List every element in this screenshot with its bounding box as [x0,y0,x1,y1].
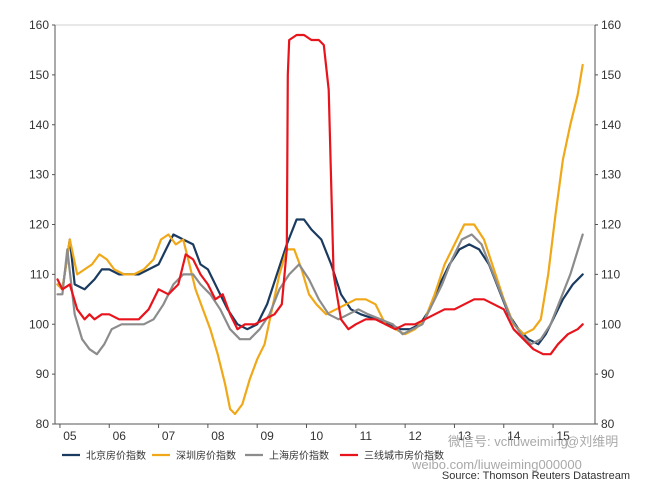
y-tick-label-left: 80 [36,417,50,431]
legend-label-0: 北京房价指数 [86,449,146,462]
y-tick-label-left: 110 [30,267,49,281]
y-tick-label-left: 150 [29,68,49,82]
x-tick-label: 09 [261,429,275,443]
y-tick-label-right: 160 [601,18,621,32]
y-tick-label-right: 130 [601,168,621,182]
y-tick-label-right: 120 [601,218,621,232]
y-tick-label-left: 120 [29,218,49,232]
series-line-2 [56,233,584,356]
x-tick-label: 12 [408,429,422,443]
series-line-3 [56,33,584,356]
x-tick-label: 11 [360,429,373,443]
legend-label-1: 深圳房价指数 [176,449,236,462]
x-tick-label: 06 [113,429,127,443]
watermark-weibo-url: weibo.com/liuweiming000000 [411,457,582,472]
x-tick-labels: 05 06 07 08 09 10 11 12 13 14 15 [59,424,570,443]
y-tick-label-right: 80 [601,417,615,431]
source-note: Source: Thomson Reuters Datastream [442,470,630,482]
watermark-wechat: 微信号: vcliuweiming [448,434,568,449]
legend: 北京房价指数 深圳房价指数 上海房价指数 三线城市房价指数 [62,449,444,462]
y-tick-label-left: 160 [29,18,49,32]
y-tick-label-right: 150 [601,68,621,82]
x-tick-label: 14 [507,429,521,443]
x-tick-label: 07 [162,429,176,443]
y-tick-label-left: 90 [36,367,50,381]
x-tick-label: 05 [63,429,77,443]
y-tick-label-left: 100 [29,317,49,331]
y-tick-label-right: 90 [601,367,615,381]
y-tick-label-right: 140 [601,118,621,132]
x-tick-label: 08 [211,429,225,443]
series-line-1 [56,63,584,416]
x-tick-label: 10 [310,429,324,443]
x-tick-label: 13 [458,429,472,443]
right-y-tick-labels: 80 90 100 110 120 130 140 150 160 [595,18,621,431]
y-tick-label-right: 100 [601,317,621,331]
x-tick-label: 15 [556,429,570,443]
y-tick-label-left: 140 [29,118,49,132]
left-y-tick-labels: 80 90 100 110 120 130 140 150 160 [29,18,55,431]
watermark-handle: @刘维明 [566,434,618,449]
y-tick-label-right: 110 [601,267,620,281]
y-tick-label-left: 130 [29,168,49,182]
legend-label-3: 三线城市房价指数 [364,449,444,462]
series-lines [56,33,584,416]
legend-label-2: 上海房价指数 [269,449,329,462]
